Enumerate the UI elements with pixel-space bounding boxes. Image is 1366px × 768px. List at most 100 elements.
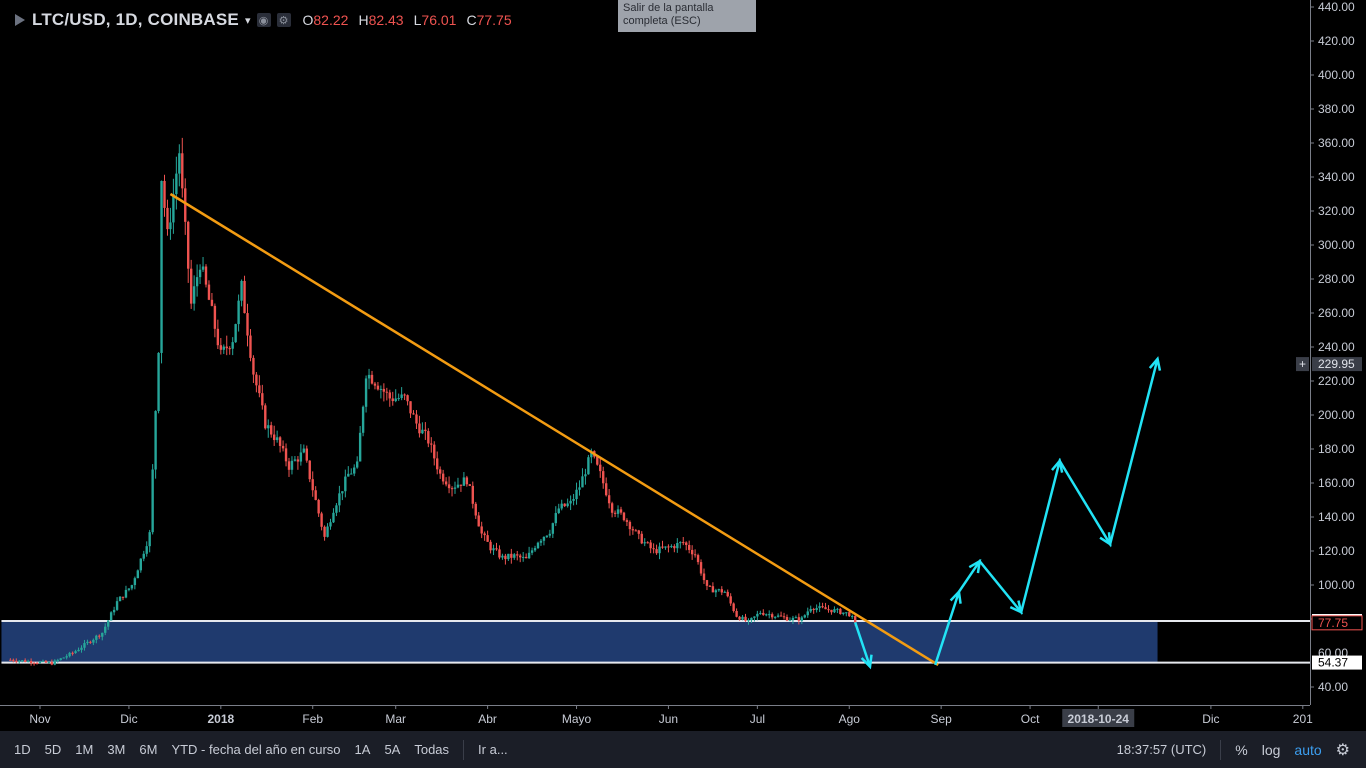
candle-body	[112, 609, 116, 613]
range-6m[interactable]: 6M	[139, 742, 158, 757]
range-1d[interactable]: 1D	[14, 742, 31, 757]
candle-body	[735, 611, 738, 617]
tooltip-line-1: Salir de la pantalla	[623, 2, 714, 14]
candle-body	[240, 280, 243, 301]
candle-body	[133, 578, 137, 586]
candle-body	[222, 346, 225, 350]
settings-icon[interactable]: ◉	[256, 13, 271, 27]
candle-body	[181, 153, 184, 189]
range-3m[interactable]: 3M	[107, 742, 126, 757]
candle-body	[498, 549, 501, 558]
candle-body	[720, 589, 723, 593]
candle-body	[839, 608, 842, 615]
candle-body	[806, 611, 809, 616]
candle-body	[824, 607, 827, 610]
candle-body	[673, 546, 676, 549]
descending-trendline	[169, 192, 939, 666]
candle-body	[696, 555, 700, 563]
candle-body	[670, 546, 673, 548]
y-tick-label: 400.00	[1318, 68, 1355, 82]
ohlc-open: O82.22	[302, 12, 349, 28]
candle-body	[184, 188, 187, 222]
projection-arrowhead	[949, 589, 962, 604]
candle-body	[142, 553, 145, 559]
range-5d[interactable]: 5D	[44, 742, 62, 757]
candle-body	[187, 221, 190, 269]
crosshair-plus-box	[1296, 357, 1309, 372]
candle-body	[845, 612, 848, 614]
candle-body	[732, 603, 735, 612]
log-scale-toggle[interactable]: log	[1261, 741, 1281, 758]
candle-body	[370, 374, 374, 384]
candle-body	[284, 448, 288, 462]
candle-body	[711, 586, 715, 593]
candle-body	[842, 612, 845, 615]
candle-body	[388, 392, 391, 399]
symbol-dropdown-icon[interactable]: ▾	[244, 14, 251, 27]
candle-body	[539, 540, 543, 543]
candle-body	[453, 487, 457, 489]
time-axis: Nov Dic 2018 Feb Mar Abr Mayo Jun Jul Ago Sep Oct 20…	[29, 705, 1313, 727]
candle-body	[646, 542, 649, 544]
candle-body	[853, 616, 857, 623]
y-tick-label: 160.00	[1318, 476, 1355, 490]
candle-body	[753, 616, 756, 618]
symbol-title[interactable]: LTC/USD, 1D, COINBASE	[32, 10, 239, 29]
go-to-date-button[interactable]: Ir a...	[478, 742, 508, 757]
candle-body	[747, 620, 750, 622]
candle-body	[136, 570, 140, 579]
range-1m[interactable]: 1M	[75, 742, 94, 757]
y-tick-label: 40.00	[1318, 680, 1348, 694]
y-tick-label: 280.00	[1318, 272, 1355, 286]
candle-body	[92, 639, 95, 643]
candle-body	[800, 617, 804, 621]
projection-arrowhead	[1099, 532, 1112, 547]
percent-scale-toggle[interactable]: %	[1235, 741, 1248, 758]
candle-body	[625, 520, 629, 522]
candle-body	[299, 452, 303, 462]
candle-body	[115, 601, 119, 610]
candle-body	[53, 660, 57, 665]
projection-arrowhead	[1009, 600, 1023, 615]
candle-body	[139, 558, 142, 571]
candle-body	[821, 606, 824, 608]
candle-body	[305, 448, 308, 461]
candle-body	[379, 388, 383, 390]
candle-body	[29, 661, 33, 663]
candle-body	[590, 451, 593, 458]
range-1a[interactable]: 1A	[354, 742, 371, 757]
candle-body	[776, 615, 780, 617]
utc-clock[interactable]: 18:37:57 (UTC)	[1116, 742, 1207, 757]
candle-body	[723, 591, 726, 593]
candle-body	[489, 541, 492, 551]
gear-icon[interactable]: ⚙	[276, 13, 291, 27]
candle-body	[557, 508, 560, 514]
candle-body	[261, 393, 264, 406]
candle-body	[278, 437, 282, 446]
auto-scale-toggle[interactable]: auto	[1294, 741, 1322, 758]
range-ytd[interactable]: YTD - fecha del año en curso	[171, 742, 341, 757]
candle-body	[513, 554, 516, 558]
chart-header: LTC/USD, 1D, COINBASE ▾ ◉ ⚙ O82.22 H82.4…	[0, 6, 512, 34]
candle-body	[418, 423, 421, 434]
candle-body	[427, 431, 430, 444]
projection-arrowhead	[860, 654, 873, 670]
x-tick-label: Oct	[1021, 712, 1040, 726]
candle-body	[596, 456, 599, 465]
candle-body	[350, 473, 353, 475]
candle-body	[536, 542, 540, 549]
candle-body	[127, 588, 131, 590]
candle-body	[189, 268, 193, 304]
candle-body	[341, 491, 344, 494]
candle-body	[797, 617, 801, 621]
x-tick-label: Feb	[302, 712, 323, 726]
candle-body	[794, 617, 798, 619]
toolbar-divider	[1220, 739, 1222, 760]
candle-body	[634, 530, 638, 532]
candle-body	[207, 284, 211, 300]
range-all[interactable]: Todas	[414, 742, 450, 757]
candle-body	[851, 616, 854, 618]
chart-settings-gear-icon[interactable]: ⚙	[1335, 741, 1350, 759]
range-5a[interactable]: 5A	[384, 742, 401, 757]
